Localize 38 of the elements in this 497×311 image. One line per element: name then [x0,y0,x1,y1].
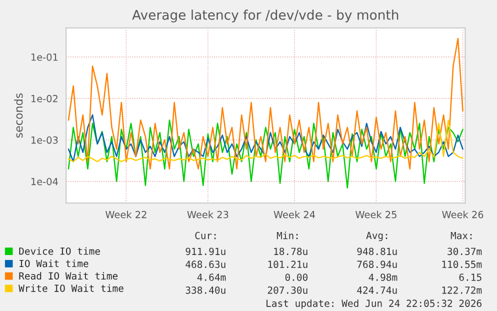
text: 207.30u [268,286,308,294]
text: 0.00 [285,274,308,281]
text: 30.37m [448,248,482,256]
text: 911.91u [186,248,226,256]
x-tick-label: Week 25 [356,210,396,218]
x-tick-label: Week 24 [274,210,315,218]
text: Cur: [195,232,216,240]
text: 948.81u [357,248,397,256]
y-tick-label: 1e-03 [31,136,58,144]
x-tick-label: Week 23 [187,210,228,218]
text: Min: [276,232,298,240]
text: 338.40u [186,286,226,294]
legend-label: Read IO Wait time [19,272,118,280]
text: 101.21u [268,260,308,268]
text: 122.72m [442,286,482,294]
text: 4.64m [197,274,226,281]
text: Max: [450,232,472,240]
legend-label: Write IO Wait time [18,284,124,292]
text: 768.94u [357,260,397,268]
y-tick-label: 1e-01 [31,53,58,61]
text: Avg: [366,232,388,242]
line-series [68,38,464,170]
x-tick-label: Week 26 [442,210,484,218]
chart-title: Average latency for /dev/vde - by month [132,10,398,22]
line-series [68,120,464,188]
legend-label: Device IO time [19,247,100,255]
x-tick-label: Week 22 [105,210,146,218]
text: 18.78u [274,248,308,256]
text: 110.55m [442,260,482,268]
y-axis-title: seconds [14,93,23,138]
text: 424.74u [357,286,397,294]
text: 468.63u [186,260,226,268]
y-tick-label: 1e-02 [31,94,58,102]
text: 6.15 [459,274,482,281]
legend-label: IO Wait time [20,260,88,268]
text: Last update: Wed Jun 24 22:05:32 2026 [266,299,482,309]
y-tick-label: 1e-04 [31,178,58,186]
text: 4.98m [368,274,398,281]
